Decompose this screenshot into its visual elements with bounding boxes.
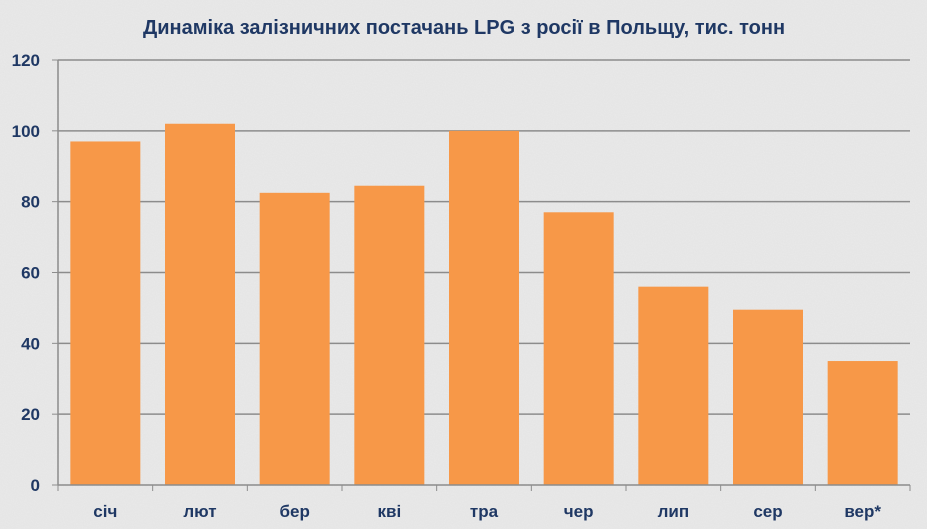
- bar-7: [638, 286, 709, 485]
- x-tick-label: сер: [753, 502, 782, 521]
- y-tick-label: 40: [21, 334, 40, 353]
- bar-9: [827, 361, 898, 485]
- axes: [57, 60, 910, 486]
- x-tick-label: лип: [658, 502, 690, 521]
- bar-1: [70, 141, 141, 486]
- x-tick-label: січ: [93, 502, 117, 521]
- x-tick-label: бер: [279, 502, 309, 521]
- bars: [70, 123, 898, 486]
- x-tick-label: вер*: [844, 502, 881, 521]
- y-tick-label: 0: [31, 476, 40, 495]
- y-tick-label: 20: [21, 405, 40, 424]
- x-tick-label: чер: [564, 502, 594, 521]
- bar-4: [354, 185, 425, 485]
- bar-8: [733, 309, 803, 485]
- bar-3: [259, 192, 330, 485]
- x-axis-ticks: січ лют бер кві тра чер лип сер вер*: [57, 485, 911, 521]
- y-axis-ticks: 0 20 40 60 80 100 120: [12, 51, 58, 495]
- chart-title: Динаміка залізничних постачань LPG з рос…: [143, 17, 785, 39]
- y-tick-label: 100: [12, 122, 40, 141]
- bar-6: [543, 212, 614, 485]
- y-tick-label: 60: [21, 264, 40, 283]
- x-tick-label: тра: [470, 502, 499, 521]
- x-tick-label: лют: [183, 502, 216, 521]
- bar-5: [449, 130, 519, 486]
- x-tick-label: кві: [377, 502, 401, 521]
- y-tick-label: 120: [12, 51, 40, 70]
- bar-2: [165, 123, 235, 485]
- y-tick-label: 80: [21, 193, 40, 212]
